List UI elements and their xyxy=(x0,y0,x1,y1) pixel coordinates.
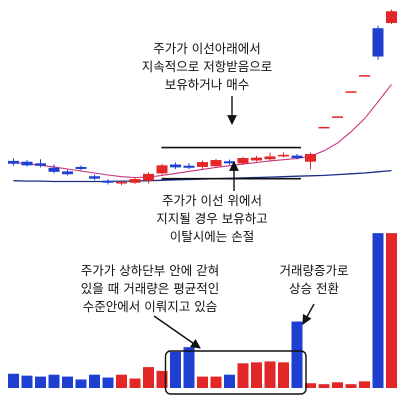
candle-body xyxy=(129,179,141,183)
candle-body xyxy=(75,166,87,169)
volume-bar xyxy=(156,370,168,388)
volume-bar xyxy=(291,321,303,388)
candle-body xyxy=(170,164,181,168)
volume-increase-arrow xyxy=(302,303,315,325)
candle-body xyxy=(372,28,384,57)
candle-body xyxy=(318,126,330,129)
volume-bar xyxy=(210,376,222,388)
volume-bar xyxy=(305,383,316,388)
candle-body xyxy=(116,181,127,184)
annotation-resistance-line-1: 주가가 이선아래에서 xyxy=(153,41,261,56)
volume-bar xyxy=(318,384,330,388)
annotation-volume-increase: 거래량증가로 상승 전환 xyxy=(262,262,366,298)
candle-body xyxy=(237,158,249,164)
candle-body xyxy=(345,91,357,93)
candle-body xyxy=(251,157,262,161)
candle-body xyxy=(156,165,168,174)
annotation-resistance-line-2: 지속적으로 저항받음으로 xyxy=(141,59,273,74)
volume-bar xyxy=(197,376,208,388)
annotation-volume-increase-line-1: 거래량증가로 xyxy=(279,263,349,278)
annotation-resistance-line-3: 보유하거나 매수 xyxy=(164,77,250,92)
volume-highlight-box xyxy=(164,350,307,395)
volume-bar xyxy=(359,381,370,388)
annotation-volume-average-line-2: 있을 때 거래량은 평균적인 xyxy=(80,281,220,296)
volume-bar xyxy=(332,382,343,388)
candle-body xyxy=(102,180,114,183)
volume-bar xyxy=(251,362,262,388)
candle-body xyxy=(264,156,276,160)
volume-average-arrow xyxy=(153,315,201,349)
candle-body xyxy=(305,154,316,162)
volume-bar xyxy=(264,361,276,388)
candle-body xyxy=(89,176,100,179)
candle-body xyxy=(183,165,195,168)
volume-bar xyxy=(21,375,33,388)
volume-bar xyxy=(237,363,249,388)
candle-body xyxy=(8,160,19,164)
annotation-support: 주가가 이선 위에서 지지될 경우 보유하고 이탈시에는 손절 xyxy=(126,192,298,246)
volume-bar xyxy=(143,367,154,388)
volume-panel xyxy=(8,233,397,395)
annotation-lines xyxy=(153,96,315,349)
candle-body xyxy=(291,155,303,159)
candle-body xyxy=(35,163,46,166)
annotation-support-line-3: 이탈시에는 손절 xyxy=(169,229,255,244)
volume-bar xyxy=(62,376,73,388)
candle-body xyxy=(210,160,222,167)
annotation-volume-average-line-3: 수준안에서 이뤄지고 있슴 xyxy=(82,299,218,314)
candle-body xyxy=(359,75,370,77)
volume-bar xyxy=(386,233,397,388)
volume-bar xyxy=(224,374,235,388)
candle-body xyxy=(21,161,33,166)
candle-body xyxy=(197,162,208,167)
volume-bar xyxy=(89,374,100,388)
annotation-support-line-1: 주가가 이선 위에서 xyxy=(162,193,262,208)
annotation-volume-increase-line-2: 상승 전환 xyxy=(289,281,339,296)
ma-short-line xyxy=(13,84,392,179)
volume-bar xyxy=(345,384,357,388)
annotation-support-line-2: 지지될 경우 보유하고 xyxy=(156,211,268,226)
volume-bar xyxy=(170,351,181,388)
volume-bar xyxy=(48,374,60,388)
volume-bar xyxy=(35,376,46,388)
annotation-volume-average: 주가가 상하단부 안에 갇혀 있을 때 거래량은 평균적인 수준안에서 이뤄지고… xyxy=(52,262,248,316)
candle-body xyxy=(278,154,289,157)
volume-bar xyxy=(372,233,384,388)
volume-bar xyxy=(116,374,127,388)
candle-body xyxy=(143,173,154,181)
volume-bar xyxy=(75,379,87,388)
volume-bar xyxy=(278,362,289,388)
annotation-volume-average-line-1: 주가가 상하단부 안에 갇혀 xyxy=(80,263,220,278)
volume-bar xyxy=(129,378,141,388)
candle-body xyxy=(62,171,73,175)
candle-body xyxy=(48,167,60,172)
candle-body xyxy=(386,11,397,23)
candle-body xyxy=(332,116,343,118)
volume-bar xyxy=(183,347,195,388)
volume-bar xyxy=(102,377,114,388)
volume-bar xyxy=(8,373,19,388)
price-panel xyxy=(8,9,397,186)
annotation-resistance: 주가가 이선아래에서 지속적으로 저항받음으로 보유하거나 매수 xyxy=(112,40,302,94)
